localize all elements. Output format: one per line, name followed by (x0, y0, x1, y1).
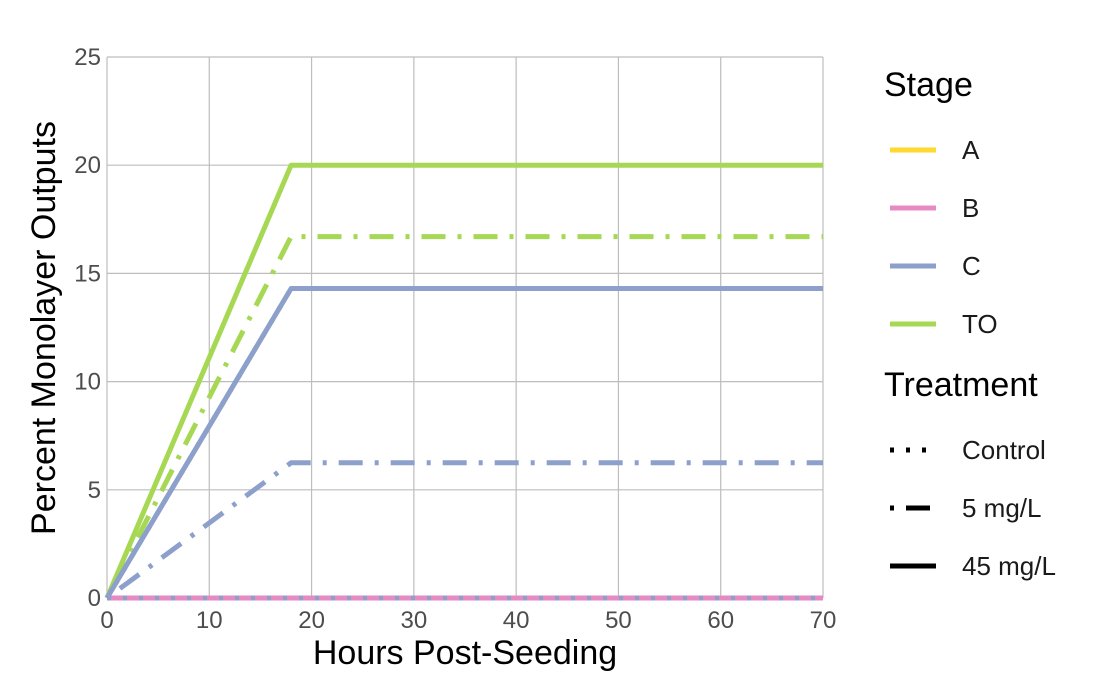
series-line-to-control (104, 286, 823, 600)
series-line-to-5-mg-l (104, 234, 823, 600)
legend-treatment-label: 45 mg/L (962, 551, 1056, 581)
x-tick-label: 20 (298, 607, 325, 634)
x-tick-label: 10 (196, 607, 223, 634)
legend-stage-label: A (962, 135, 980, 165)
y-tick-label: 10 (74, 369, 101, 396)
legend-stage-title: Stage (884, 66, 973, 104)
legend-stage-label: TO (962, 309, 998, 339)
y-axis-title: Percent Monolayer Outputs (25, 121, 63, 535)
y-tick-label: 25 (74, 44, 101, 71)
x-tick-label: 0 (100, 607, 113, 634)
series-line-c-5-mg-l (105, 460, 823, 601)
legend-treatment-label: 5 mg/L (962, 493, 1042, 523)
x-tick-label: 50 (605, 607, 632, 634)
legend-treatment-title: Treatment (884, 366, 1038, 404)
y-tick-label: 5 (88, 477, 101, 504)
series-line-to-45-mg-l (104, 162, 823, 599)
legend-treatment-label: Control (962, 435, 1046, 465)
y-tick-label: 15 (74, 260, 101, 287)
x-tick-label: 30 (401, 607, 428, 634)
y-tick-label: 0 (88, 585, 101, 612)
tick-labels: 0 10 20 30 40 50 60 70 0 5 10 15 20 25 (74, 44, 836, 634)
legend-stage-label: C (962, 251, 981, 281)
series-lines (104, 162, 823, 601)
y-tick-label: 20 (74, 152, 101, 179)
x-axis-title: Hours Post-Seeding (313, 634, 617, 672)
legend-stage-label: B (962, 193, 979, 223)
x-tick-label: 40 (503, 607, 530, 634)
x-tick-label: 70 (810, 607, 837, 634)
series-line-c-45-mg-l (104, 286, 823, 600)
legend: Stage Treatment ABC TO Control 5 mg/L 45 mg/… (884, 66, 1056, 581)
x-tick-label: 60 (707, 607, 734, 634)
